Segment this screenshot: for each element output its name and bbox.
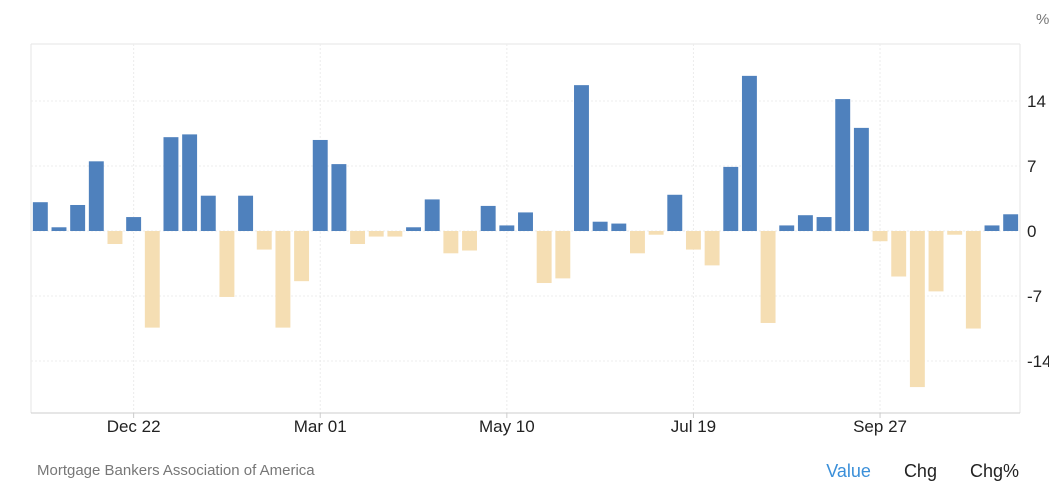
bar[interactable] xyxy=(648,231,664,235)
bar[interactable] xyxy=(462,231,477,251)
bar[interactable] xyxy=(406,227,422,231)
bar[interactable] xyxy=(947,231,963,235)
bar[interactable] xyxy=(163,137,179,231)
bar[interactable] xyxy=(518,212,533,231)
bar[interactable] xyxy=(574,85,589,231)
bar[interactable] xyxy=(144,231,160,328)
bar[interactable] xyxy=(331,164,347,231)
bar[interactable] xyxy=(70,204,86,231)
bar[interactable] xyxy=(350,231,366,245)
y-tick-label: 14 xyxy=(1027,92,1046,111)
bar[interactable] xyxy=(480,205,496,231)
bar[interactable] xyxy=(853,127,869,231)
bar[interactable] xyxy=(629,231,645,254)
bar[interactable] xyxy=(704,231,720,266)
bar[interactable] xyxy=(1003,214,1019,231)
bar-chart: 14 7 0 -7 -14 Dec 22 Mar 01 May 10 Jul 19 Sep 27… xyxy=(30,11,1049,436)
bar[interactable] xyxy=(88,161,104,231)
bar[interactable] xyxy=(816,217,832,231)
x-tick-label: Sep 27 xyxy=(853,417,907,436)
bar[interactable] xyxy=(667,194,683,231)
bar[interactable] xyxy=(238,195,254,231)
bar[interactable] xyxy=(424,199,440,231)
bar[interactable] xyxy=(685,231,701,250)
y-axis-ticks: 14 7 0 -7 -14 xyxy=(1027,92,1049,371)
bar-series xyxy=(32,75,1019,388)
x-axis-ticks: Dec 22 Mar 01 May 10 Jul 19 Sep 27 xyxy=(107,413,907,436)
tab-value[interactable]: Value xyxy=(826,461,871,481)
source-text: Mortgage Bankers Association of America xyxy=(37,462,315,479)
bar[interactable] xyxy=(835,99,851,231)
bar[interactable] xyxy=(275,231,291,328)
y-tick-label: -7 xyxy=(1027,287,1042,306)
bar[interactable] xyxy=(611,223,627,231)
y-tick-label: 7 xyxy=(1027,157,1036,176)
bar[interactable] xyxy=(723,166,739,231)
bar[interactable] xyxy=(256,231,272,250)
bar[interactable] xyxy=(368,231,384,237)
bar[interactable] xyxy=(891,231,907,277)
bar[interactable] xyxy=(32,202,48,231)
x-tick-label: Dec 22 xyxy=(107,417,161,436)
x-tick-label: May 10 xyxy=(479,417,535,436)
bar[interactable] xyxy=(909,231,925,388)
bar[interactable] xyxy=(760,231,776,323)
bar[interactable] xyxy=(200,195,216,231)
bar[interactable] xyxy=(107,231,123,245)
y-tick-label: 0 xyxy=(1027,222,1036,241)
tab-chg-pct[interactable]: Chg% xyxy=(969,461,1019,481)
bar[interactable] xyxy=(312,139,328,231)
bar[interactable] xyxy=(741,75,757,232)
tab-chg[interactable]: Chg xyxy=(903,461,937,481)
bar[interactable] xyxy=(965,231,981,329)
bar[interactable] xyxy=(872,231,888,242)
bar[interactable] xyxy=(182,134,198,231)
bar[interactable] xyxy=(499,225,515,231)
bar[interactable] xyxy=(126,217,142,231)
bar[interactable] xyxy=(219,231,235,297)
bar[interactable] xyxy=(779,225,795,231)
bar[interactable] xyxy=(387,231,403,237)
bar[interactable] xyxy=(555,231,571,279)
bar[interactable] xyxy=(294,231,310,282)
x-tick-label: Jul 19 xyxy=(671,417,716,436)
bar[interactable] xyxy=(443,231,459,254)
bar[interactable] xyxy=(984,225,1000,231)
bar[interactable] xyxy=(928,231,944,292)
y-tick-label: -14 xyxy=(1027,352,1049,371)
bar[interactable] xyxy=(592,221,608,231)
bar[interactable] xyxy=(536,231,552,284)
bar[interactable] xyxy=(51,227,67,231)
bar[interactable] xyxy=(797,215,813,231)
x-tick-label: Mar 01 xyxy=(294,417,347,436)
unit-label: % xyxy=(1036,11,1049,28)
view-tabs: Value Chg Chg% xyxy=(826,461,1019,482)
